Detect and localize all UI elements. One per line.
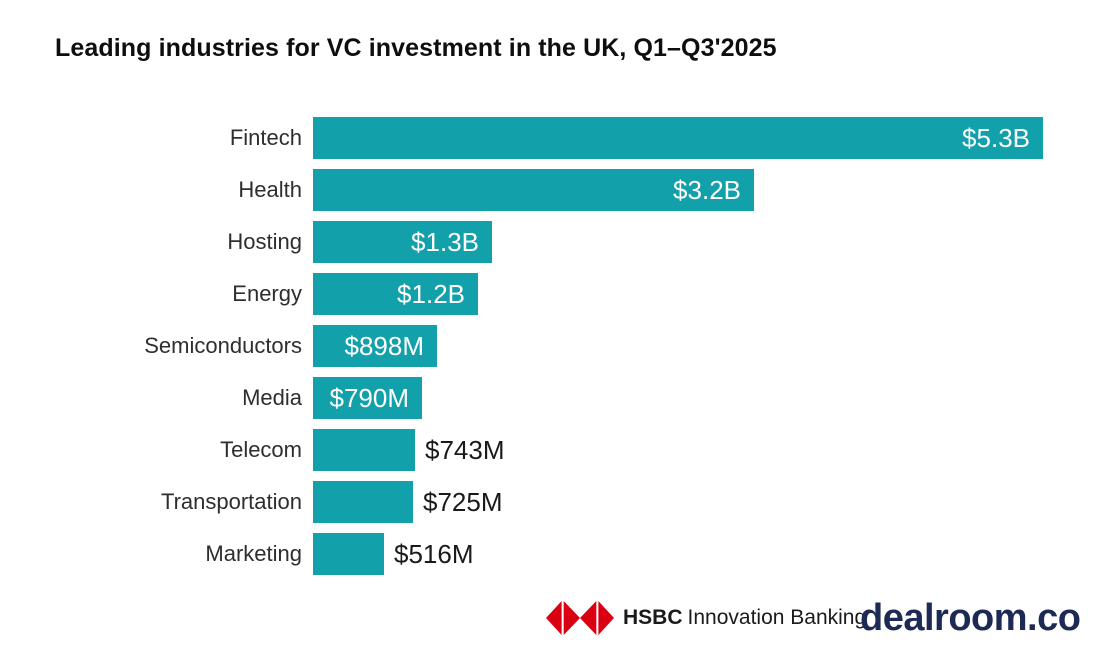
category-label: Semiconductors [144,333,302,358]
category-label: Marketing [205,541,302,566]
category-label: Hosting [227,229,302,254]
category-label: Energy [232,281,302,306]
category-label: Health [238,177,302,202]
bar-row: Marketing $516M [0,528,1120,580]
bar-row: Energy $1.2B [0,268,1120,320]
value-label: $5.3B [962,122,1030,153]
value-label: $1.3B [411,226,479,257]
bar-row: Telecom $743M [0,424,1120,476]
bar-row: Hosting $1.3B [0,216,1120,268]
bar [313,481,413,523]
value-label: $3.2B [673,174,741,205]
value-label: $898M [344,330,425,361]
bar-row: Media $790M [0,372,1120,424]
hsbc-division-text: Innovation Banking [687,606,867,629]
bar-row: Fintech $5.3B [0,112,1120,164]
chart-title: Leading industries for VC investment in … [55,34,777,62]
dealroom-logo: dealroom.co [860,596,1081,639]
footer: HSBC Innovation Banking dealroom.co [0,592,1120,644]
category-label: Media [242,385,302,410]
bar: $1.2B [313,273,478,315]
bar: $5.3B [313,117,1043,159]
bar-row: Semiconductors $898M [0,320,1120,372]
bar [313,533,384,575]
bar-row: Transportation $725M [0,476,1120,528]
bar: $790M [313,377,422,419]
value-label: $1.2B [397,278,465,309]
hsbc-hexagon-icon [546,601,614,635]
value-label: $725M [423,486,503,517]
value-label: $790M [329,382,410,413]
bar: $1.3B [313,221,492,263]
value-label: $743M [425,434,505,465]
bar-row: Health $3.2B [0,164,1120,216]
hsbc-logo: HSBC Innovation Banking [546,592,866,644]
category-label: Transportation [160,489,302,514]
hsbc-wordmark: HSBC Innovation Banking [623,606,866,630]
bar: $898M [313,325,437,367]
bar-chart: Fintech $5.3B Health $3.2B Hosting $1.3B Energ… [0,112,1120,580]
value-label: $516M [394,538,474,569]
hsbc-brand-text: HSBC [623,606,683,629]
category-label: Fintech [229,125,302,150]
bar: $3.2B [313,169,754,211]
bar [313,429,415,471]
category-label: Telecom [220,437,302,462]
